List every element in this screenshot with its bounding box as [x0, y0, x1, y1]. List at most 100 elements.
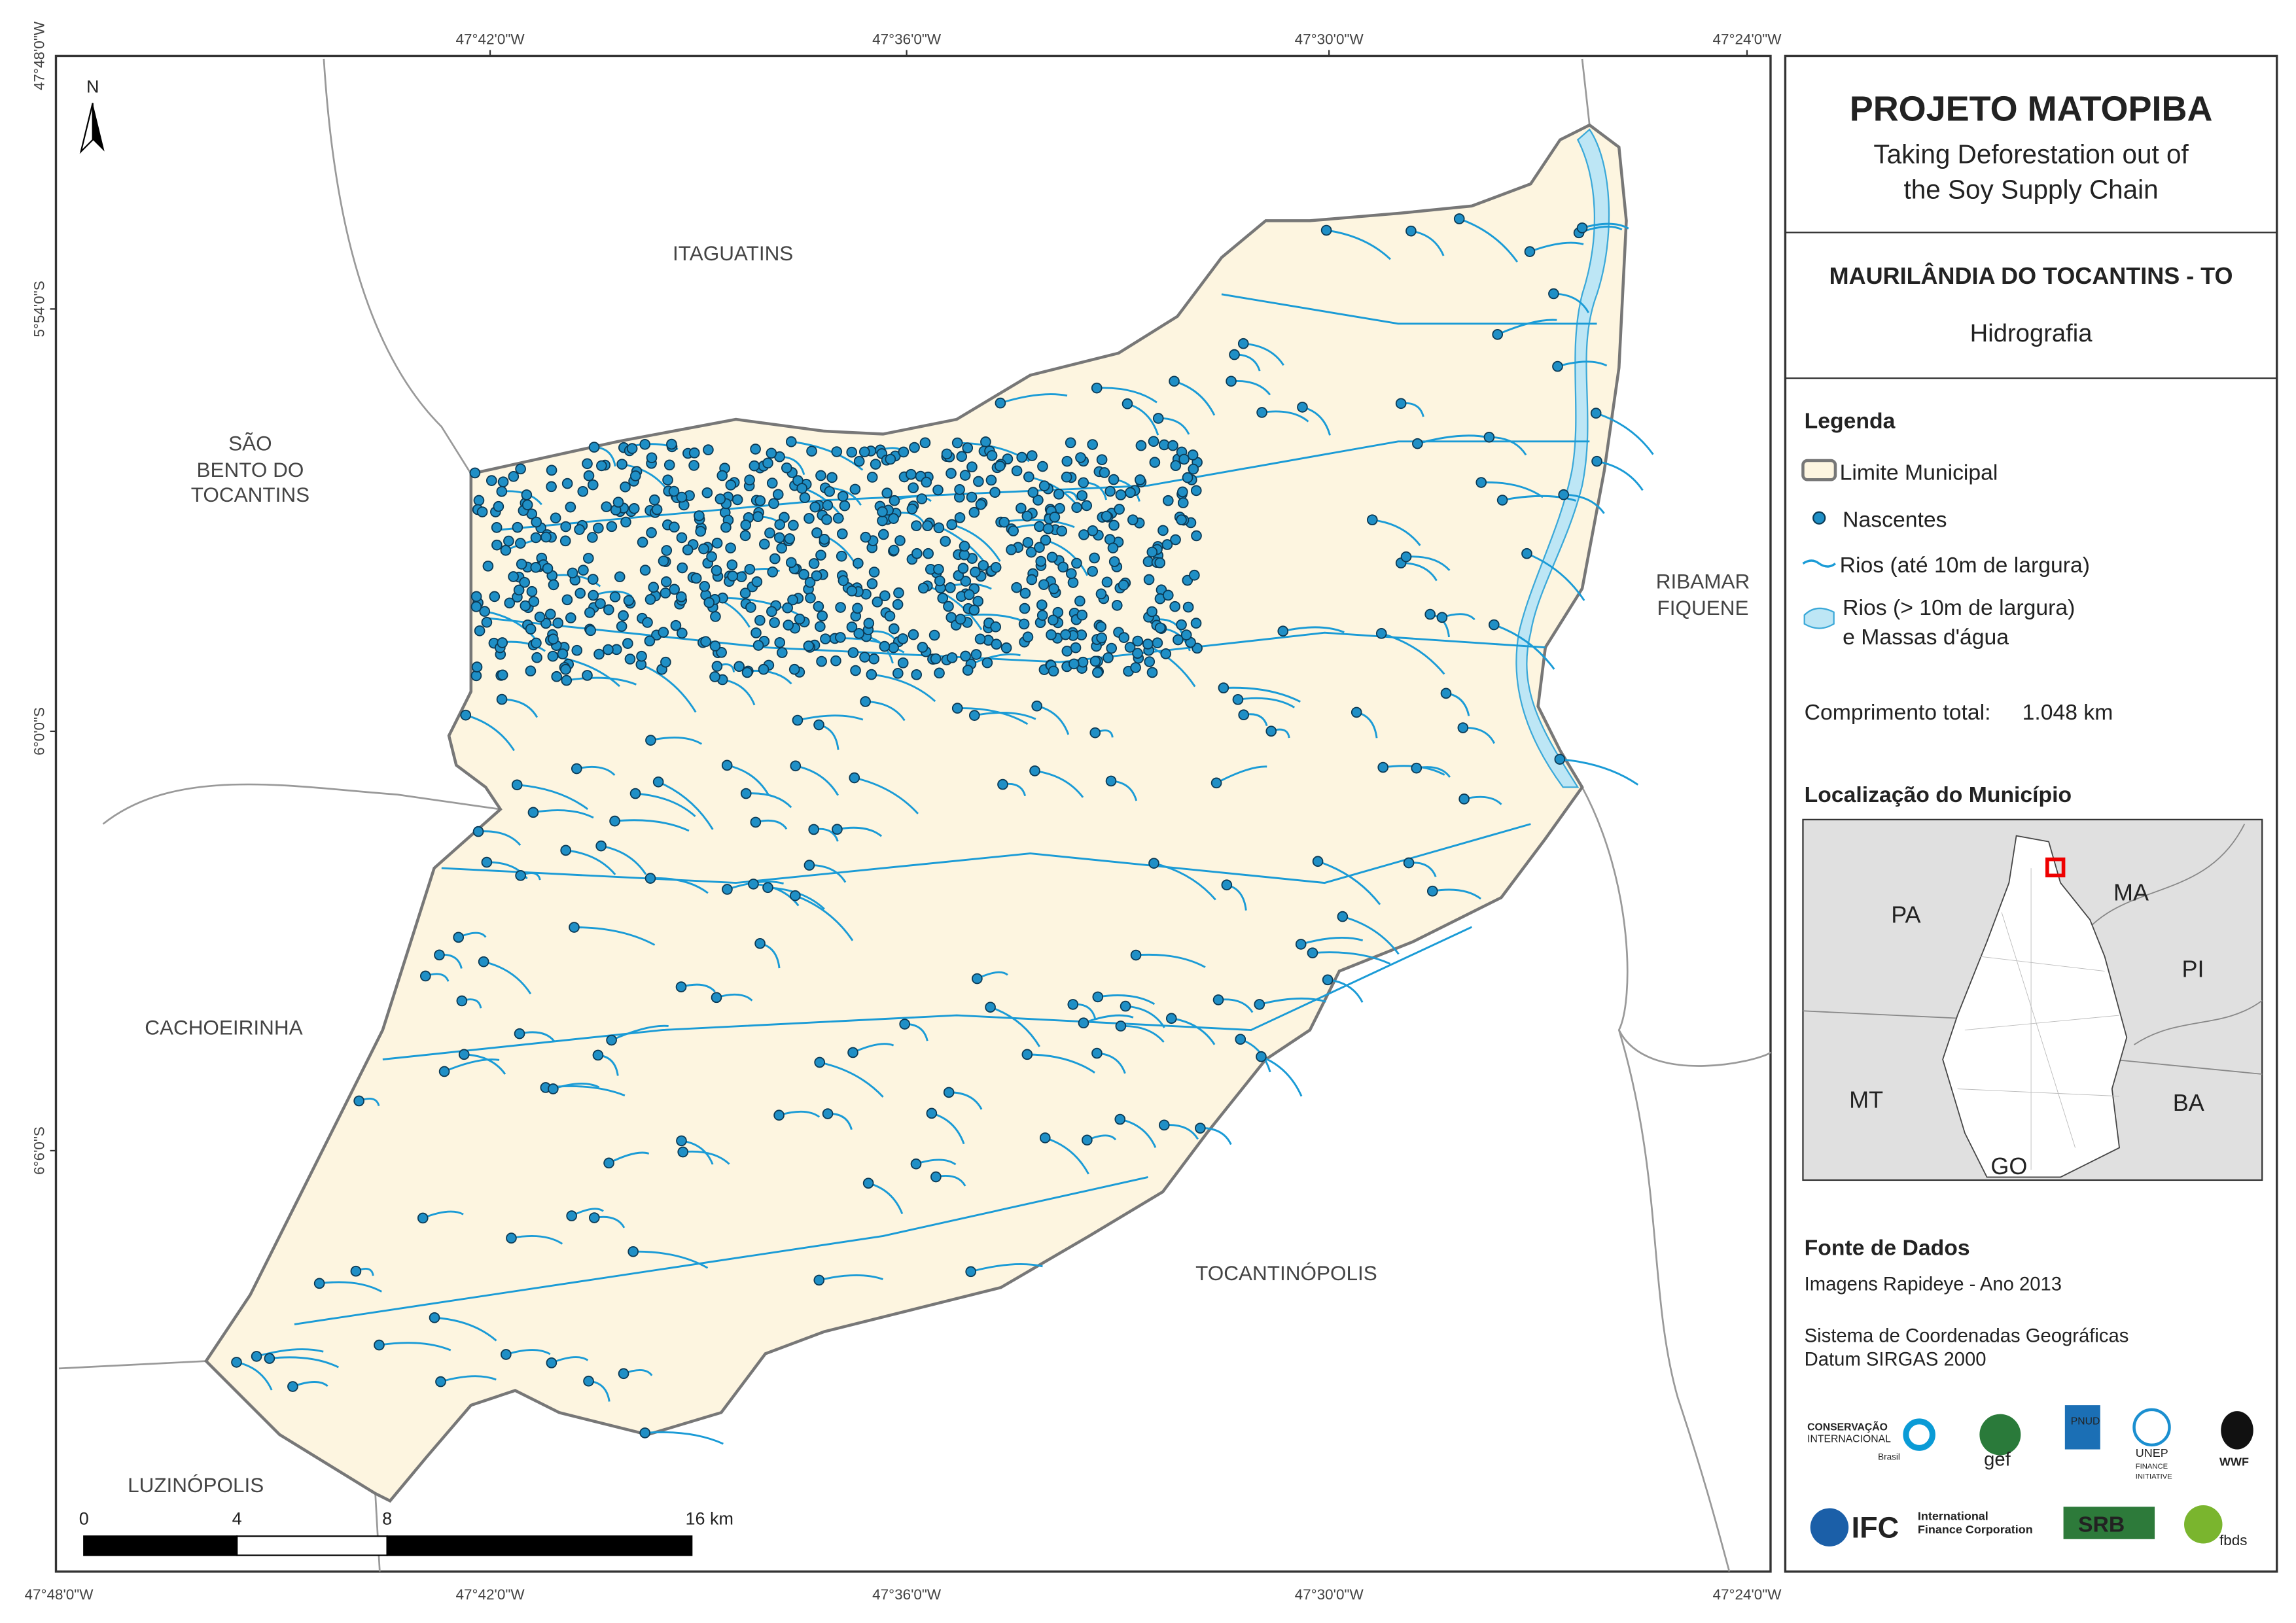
spring [813, 1274, 825, 1286]
spring [1046, 551, 1058, 563]
spring [930, 1171, 942, 1183]
spring [1590, 408, 1602, 419]
spring [813, 601, 824, 612]
spring [637, 536, 648, 548]
spring [571, 763, 582, 775]
spring [1191, 530, 1202, 542]
spring [1160, 648, 1172, 659]
spring [515, 870, 526, 881]
coord-label: 6°6'0"S [31, 1126, 48, 1175]
spring [733, 661, 745, 672]
spring [1091, 382, 1103, 394]
river [819, 1061, 884, 1098]
river [1432, 888, 1481, 900]
spring [438, 1066, 450, 1077]
river [1045, 539, 1089, 576]
spring [790, 890, 801, 901]
spring [1195, 1123, 1206, 1134]
river [753, 882, 800, 907]
river [1027, 1053, 1095, 1073]
spring [727, 570, 739, 582]
spring [866, 472, 878, 483]
spring [764, 527, 775, 539]
spring [934, 667, 945, 679]
spring [805, 592, 816, 604]
source-line: Datum SIRGAS 2000 [1805, 1349, 1987, 1370]
spring [542, 563, 554, 574]
spring [888, 513, 899, 524]
spring [1162, 589, 1174, 601]
spring [670, 620, 682, 631]
spring [990, 562, 1002, 573]
spring [815, 470, 826, 481]
spring [726, 559, 738, 570]
spring [1019, 602, 1031, 614]
river [722, 597, 803, 618]
spring [1483, 431, 1495, 443]
river [614, 819, 690, 832]
spring [639, 565, 651, 576]
spring [506, 1232, 517, 1244]
spring [750, 444, 761, 455]
spring [715, 493, 726, 505]
spring [1026, 450, 1038, 461]
spring [1351, 707, 1362, 718]
spring [751, 627, 762, 638]
spring [1040, 534, 1051, 546]
logo-text: gef [1984, 1449, 2011, 1470]
spring [1060, 629, 1071, 640]
spring [787, 594, 798, 606]
spring [618, 1368, 629, 1380]
neighbor-label: SÃO [228, 431, 272, 455]
river [1262, 410, 1309, 423]
frame-ticks [50, 50, 1748, 1152]
spring [620, 516, 631, 528]
river [1260, 1055, 1303, 1097]
river [1174, 380, 1216, 416]
river [517, 784, 589, 811]
spring [847, 647, 859, 658]
state-label: MT [1849, 1087, 1883, 1113]
spring [813, 719, 824, 731]
spring [676, 1135, 687, 1147]
spring [1169, 601, 1180, 612]
spring [1237, 338, 1249, 349]
spring [766, 447, 777, 459]
spring [972, 973, 983, 985]
spring [1173, 634, 1184, 646]
spring [1221, 879, 1233, 891]
spring [482, 560, 494, 572]
river [974, 711, 1036, 720]
spring [1091, 1047, 1103, 1059]
river [440, 1375, 497, 1383]
spring [603, 604, 614, 616]
spring [528, 596, 540, 607]
spring [569, 922, 580, 933]
river [1557, 360, 1608, 368]
spring [1108, 474, 1120, 485]
spring [491, 539, 503, 551]
spring [595, 598, 606, 609]
spring [1101, 576, 1113, 588]
spring [930, 653, 942, 665]
spring [603, 1157, 614, 1169]
spring [1176, 514, 1187, 526]
spring [933, 522, 945, 534]
river [269, 1356, 340, 1369]
spring [557, 648, 569, 659]
river [1044, 1137, 1089, 1175]
spring [593, 522, 604, 534]
spring [711, 537, 723, 549]
legend-item: Limite Municipal [1840, 460, 1998, 485]
spring [877, 515, 888, 527]
spring [694, 510, 705, 521]
spring [690, 572, 702, 584]
spring [822, 500, 834, 511]
spring [1078, 529, 1089, 540]
location-title: Localização do Município [1805, 782, 2072, 807]
neighbor-label: LUZINÓPOLIS [128, 1473, 264, 1497]
spring [646, 527, 657, 538]
spring [460, 709, 472, 721]
spring [1165, 1013, 1177, 1024]
spring [567, 567, 578, 579]
